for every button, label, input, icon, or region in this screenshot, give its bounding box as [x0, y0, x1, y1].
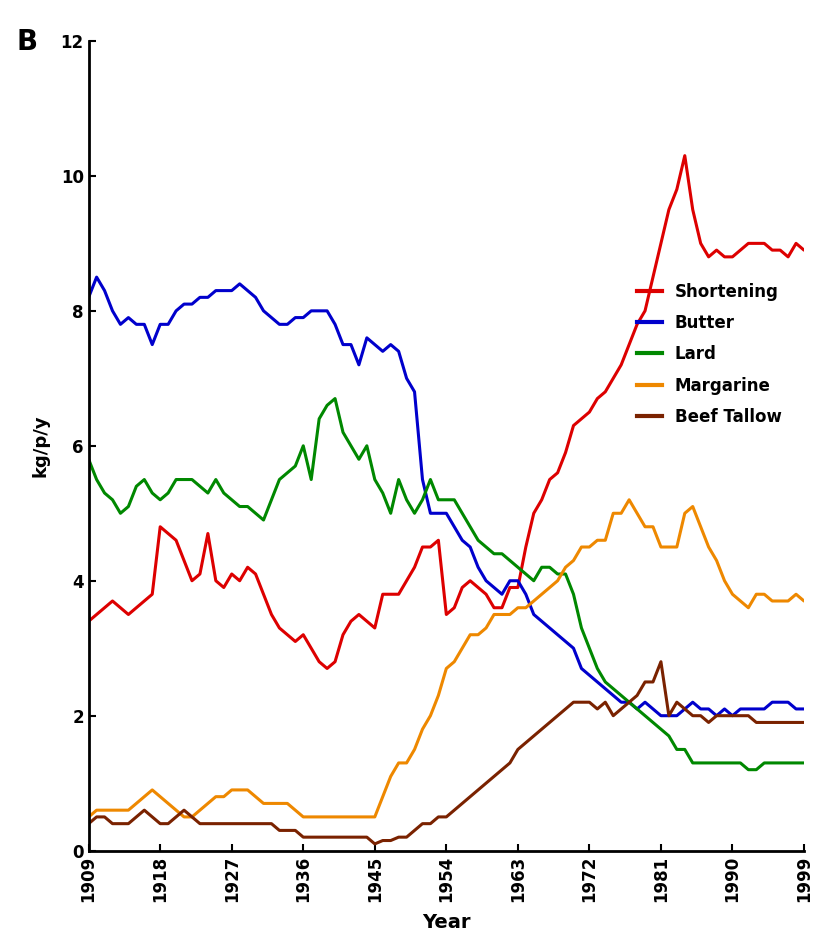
Margarine: [790, 589, 800, 600]
Legend: Shortening, Butter, Lard, Margarine, Beef Tallow: Shortening, Butter, Lard, Margarine, Bee…: [629, 276, 787, 433]
Margarine: [782, 596, 792, 607]
Lard: [84, 454, 93, 465]
Margarine: [171, 805, 181, 816]
Lard: [330, 393, 340, 404]
Beef Tallow: [84, 818, 93, 830]
Line: Lard: Lard: [88, 399, 803, 770]
Shortening: [703, 251, 713, 262]
Line: Shortening: Shortening: [88, 155, 803, 669]
Shortening: [504, 581, 514, 593]
Margarine: [798, 596, 808, 607]
Lard: [251, 508, 261, 519]
X-axis label: Year: Year: [422, 913, 470, 932]
Shortening: [798, 244, 808, 256]
Margarine: [84, 812, 93, 823]
Shortening: [84, 616, 93, 627]
Margarine: [266, 797, 276, 809]
Butter: [179, 298, 189, 310]
Butter: [504, 575, 514, 586]
Line: Beef Tallow: Beef Tallow: [88, 662, 803, 844]
Shortening: [322, 663, 332, 674]
Text: B: B: [17, 28, 38, 57]
Shortening: [171, 534, 181, 545]
Margarine: [251, 791, 261, 802]
Beef Tallow: [251, 818, 261, 830]
Butter: [92, 272, 102, 283]
Y-axis label: kg/p/y: kg/p/y: [31, 415, 50, 477]
Lard: [171, 474, 181, 485]
Line: Butter: Butter: [88, 277, 803, 716]
Shortening: [251, 568, 261, 580]
Butter: [703, 704, 713, 715]
Beef Tallow: [655, 656, 665, 668]
Line: Margarine: Margarine: [88, 500, 803, 817]
Beef Tallow: [370, 838, 380, 849]
Lard: [790, 758, 800, 769]
Butter: [258, 305, 268, 316]
Beef Tallow: [798, 717, 808, 728]
Beef Tallow: [790, 717, 800, 728]
Beef Tallow: [266, 818, 276, 830]
Butter: [274, 318, 284, 330]
Shortening: [266, 609, 276, 620]
Butter: [790, 704, 800, 715]
Shortening: [679, 150, 689, 161]
Butter: [655, 710, 665, 722]
Butter: [798, 704, 808, 715]
Shortening: [790, 238, 800, 249]
Butter: [84, 292, 93, 303]
Lard: [266, 494, 276, 506]
Beef Tallow: [703, 717, 713, 728]
Beef Tallow: [171, 812, 181, 823]
Lard: [743, 764, 753, 776]
Beef Tallow: [504, 758, 514, 769]
Lard: [798, 758, 808, 769]
Lard: [695, 758, 705, 769]
Margarine: [695, 521, 705, 532]
Lard: [504, 555, 514, 566]
Margarine: [624, 494, 633, 506]
